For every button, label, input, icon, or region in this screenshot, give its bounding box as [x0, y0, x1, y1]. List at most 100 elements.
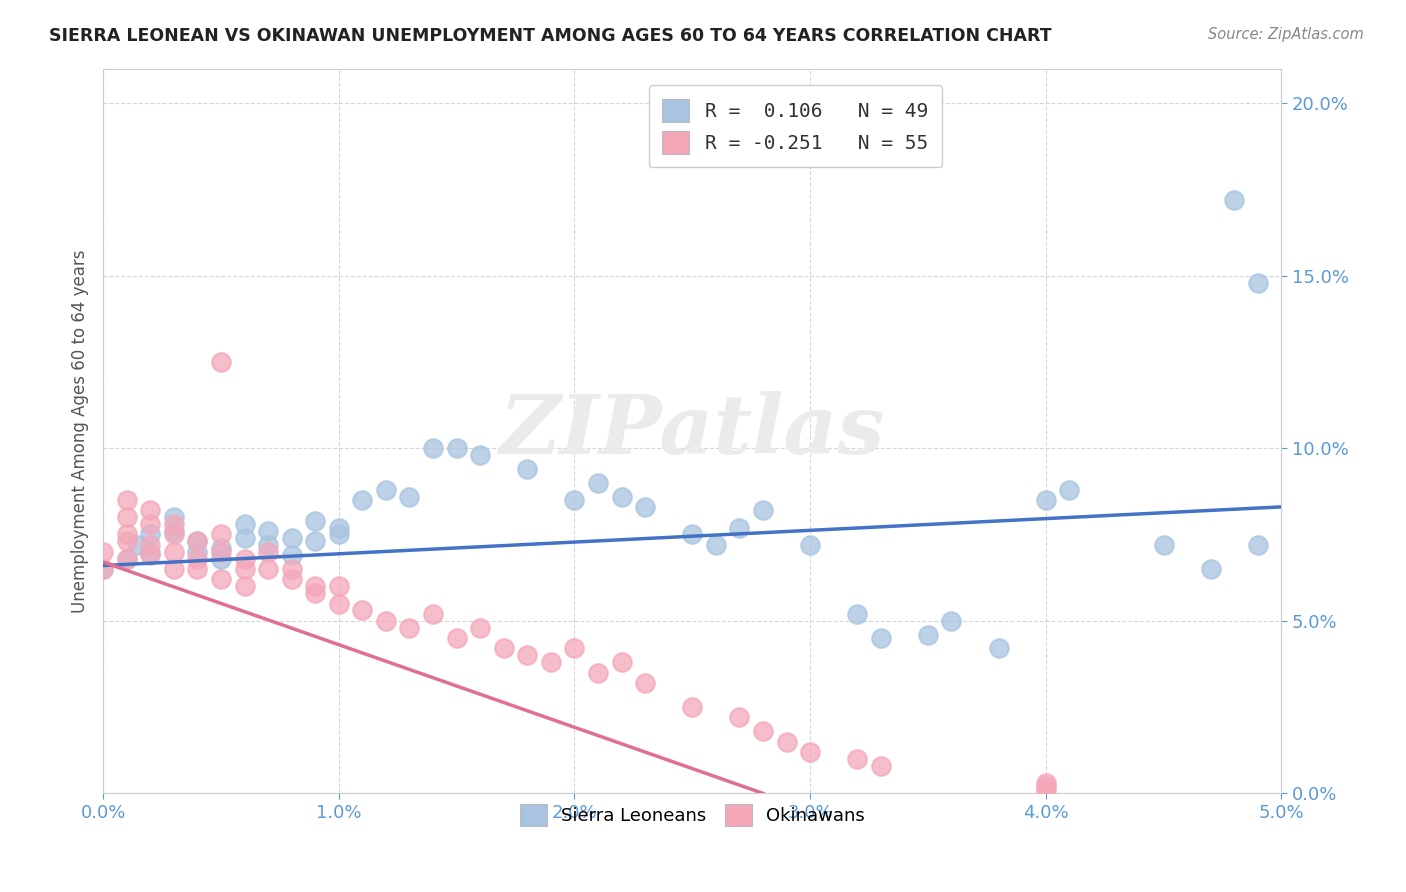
Point [470, 448, 492, 462]
Point [516, 648, 538, 663]
Point [941, 614, 963, 628]
Point [1199, 562, 1222, 576]
Point [163, 510, 186, 524]
Point [422, 441, 444, 455]
Point [127, 538, 149, 552]
Point [516, 462, 538, 476]
Point [799, 538, 821, 552]
Point [846, 752, 869, 766]
Point [304, 586, 326, 600]
Point [304, 579, 326, 593]
Point [163, 545, 186, 559]
Point [634, 500, 657, 514]
Point [634, 676, 657, 690]
Point [139, 517, 162, 532]
Point [869, 631, 891, 645]
Point [233, 579, 256, 593]
Point [115, 527, 138, 541]
Point [540, 655, 562, 669]
Point [374, 483, 396, 497]
Legend: Sierra Leoneans, Okinawans: Sierra Leoneans, Okinawans [510, 795, 875, 835]
Point [704, 538, 727, 552]
Point [1223, 193, 1246, 207]
Point [917, 627, 939, 641]
Point [139, 503, 162, 517]
Text: Source: ZipAtlas.com: Source: ZipAtlas.com [1208, 27, 1364, 42]
Point [869, 758, 891, 772]
Point [1247, 538, 1270, 552]
Point [446, 631, 468, 645]
Point [1035, 780, 1057, 794]
Point [280, 531, 302, 545]
Point [115, 510, 138, 524]
Point [610, 655, 633, 669]
Point [352, 603, 374, 617]
Point [209, 527, 232, 541]
Point [257, 538, 280, 552]
Text: ZIPatlas: ZIPatlas [499, 391, 884, 471]
Point [681, 700, 703, 714]
Point [374, 614, 396, 628]
Point [139, 545, 162, 559]
Point [728, 520, 751, 534]
Point [422, 607, 444, 621]
Point [586, 475, 609, 490]
Point [846, 607, 869, 621]
Point [257, 562, 280, 576]
Point [492, 641, 515, 656]
Point [91, 562, 114, 576]
Point [328, 579, 350, 593]
Point [1035, 492, 1057, 507]
Point [1035, 783, 1057, 797]
Point [564, 641, 586, 656]
Point [186, 534, 208, 549]
Point [115, 492, 138, 507]
Point [163, 527, 186, 541]
Point [1153, 538, 1175, 552]
Point [139, 548, 162, 562]
Point [233, 531, 256, 545]
Point [186, 551, 208, 566]
Point [328, 527, 350, 541]
Point [564, 492, 586, 507]
Point [91, 562, 114, 576]
Point [681, 527, 703, 541]
Point [163, 524, 186, 538]
Point [233, 562, 256, 576]
Point [209, 572, 232, 586]
Point [186, 562, 208, 576]
Point [799, 745, 821, 759]
Point [209, 551, 232, 566]
Point [115, 551, 138, 566]
Point [446, 441, 468, 455]
Point [304, 514, 326, 528]
Text: SIERRA LEONEAN VS OKINAWAN UNEMPLOYMENT AMONG AGES 60 TO 64 YEARS CORRELATION CH: SIERRA LEONEAN VS OKINAWAN UNEMPLOYMENT … [49, 27, 1052, 45]
Point [186, 534, 208, 549]
Point [398, 621, 420, 635]
Point [186, 545, 208, 559]
Point [115, 534, 138, 549]
Point [752, 724, 775, 739]
Point [987, 641, 1010, 656]
Point [209, 541, 232, 556]
Point [280, 572, 302, 586]
Point [470, 621, 492, 635]
Point [115, 551, 138, 566]
Point [233, 517, 256, 532]
Point [280, 548, 302, 562]
Point [775, 734, 797, 748]
Point [398, 490, 420, 504]
Point [1059, 483, 1081, 497]
Point [233, 551, 256, 566]
Point [139, 538, 162, 552]
Point [752, 503, 775, 517]
Point [209, 545, 232, 559]
Point [352, 492, 374, 507]
Point [257, 524, 280, 538]
Point [610, 490, 633, 504]
Point [280, 562, 302, 576]
Point [91, 545, 114, 559]
Point [209, 355, 232, 369]
Point [304, 534, 326, 549]
Point [1035, 776, 1057, 790]
